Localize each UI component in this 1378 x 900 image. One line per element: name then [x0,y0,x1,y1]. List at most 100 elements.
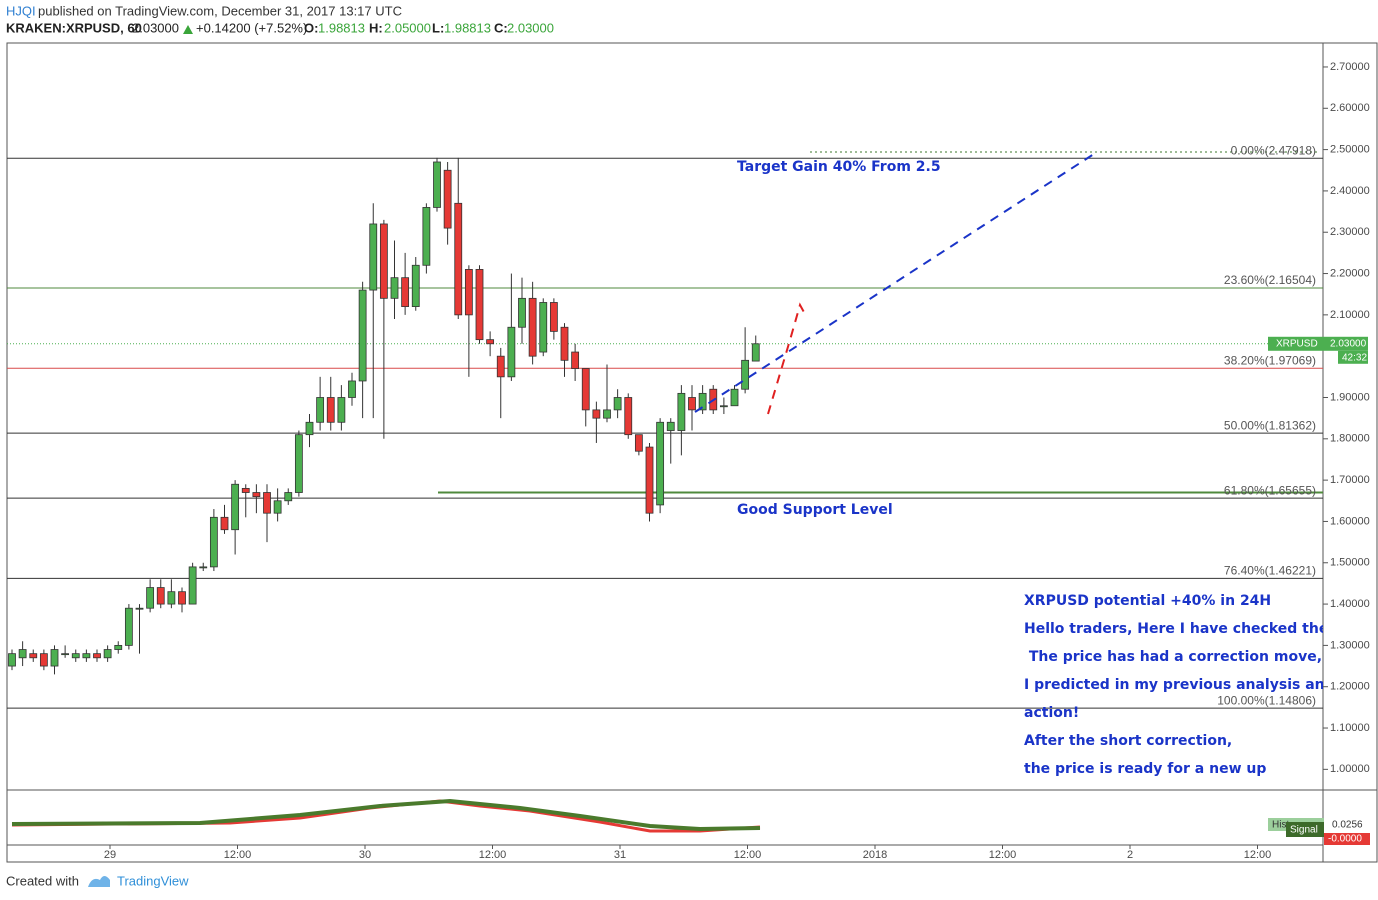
target-text: Target Gain 40% From 2.5 [737,159,941,175]
candle-body [50,649,59,667]
candle-body [741,359,750,390]
y-tick-label: 1.20000 [1330,681,1370,693]
c-value: 2.03000 [507,20,554,35]
x-tick-label: 2018 [863,849,887,861]
x-tick-label: 12:00 [1244,849,1272,861]
candle-body [39,653,48,667]
o-label: O: [304,20,318,35]
candle-body [252,492,261,498]
candle-body [751,343,760,362]
l-label: L: [432,20,444,35]
fib-label: 50.00%(1.81362) [1224,418,1316,432]
note-line: action! [1024,705,1079,721]
candle-body [284,492,293,502]
candle-body [433,161,441,208]
note-line: XRPUSD potential +40% in 24H [1024,593,1271,609]
signal-label: Signal [1290,825,1318,836]
hist-value: 0.0256 [1332,820,1363,831]
candle-body [603,409,611,419]
macd-pane [11,798,761,833]
candle-body [263,492,271,514]
projection-red [767,302,806,415]
candle-body [401,277,410,307]
logo [88,876,110,887]
hist-label: Hist [1272,820,1289,831]
candle-body [411,264,420,307]
candle-body [29,653,38,659]
candle-body [231,483,240,531]
signal-value: -0.0000 [1328,834,1362,845]
candle-body [656,421,665,506]
candle-body [560,326,569,361]
change: +0.14200 (+7.52%) [196,20,307,35]
frame [6,42,1378,863]
author[interactable]: HJQI [6,3,36,18]
x-tick-label: 31 [614,849,626,861]
candle-body [8,653,16,667]
candle-body [348,380,356,398]
candle-body [571,351,580,369]
price-badge [1268,336,1368,351]
y-tick-label: 1.60000 [1330,515,1370,527]
note-line: the price is ready for a new up [1024,761,1266,777]
countdown-badge [1338,350,1368,364]
y-tick-label: 2.60000 [1330,102,1370,114]
candle-body [422,207,431,266]
y-tick-label: 2.30000 [1330,226,1370,238]
note-line: The price has had a correction move, [1024,649,1322,665]
candle-body [581,368,590,411]
created-with: Created with [6,873,79,888]
fib-label: 38.20%(1.97069) [1224,353,1316,367]
x-tick-label: 12:00 [734,849,762,861]
candle-body [624,397,633,436]
candle-body [369,223,378,291]
candle-body [528,297,537,357]
candle-body [156,587,165,605]
brand[interactable]: TradingView [117,873,189,888]
fib-label: 61.80%(1.65655) [1224,483,1316,497]
y-tick-label: 1.00000 [1330,763,1370,775]
fib-label: 100.00%(1.14806) [1217,693,1316,707]
candle-body [241,487,250,493]
candle-body [518,297,526,328]
x-tick-label: 30 [359,849,371,861]
fib-label: 0.00%(2.47918) [1231,143,1316,157]
candle-body [188,566,197,605]
candle-body [135,607,144,610]
candle-body [326,397,335,423]
candle-body [698,392,707,411]
badge-price: 2.03000 [1330,338,1367,349]
fib-label: 23.60%(2.16504) [1224,273,1316,287]
y-tick-label: 2.10000 [1330,309,1370,321]
candle-body [475,269,484,341]
candle-body [496,355,505,378]
candle-body [539,302,548,353]
y-tick-label: 2.70000 [1330,61,1370,73]
candle-body [167,591,176,605]
candle-body [730,388,739,407]
candle-body [379,223,388,299]
candle-body [549,302,558,332]
candle-body [209,516,218,568]
y-tick-label: 1.30000 [1330,639,1370,651]
x-tick-label: 12:00 [224,849,252,861]
y-tick-label: 1.10000 [1330,722,1370,734]
candle-body [719,405,728,408]
candle-body [18,649,27,659]
y-tick-label: 1.80000 [1330,433,1370,445]
y-tick-label: 1.90000 [1330,391,1370,403]
candle-body [666,421,675,431]
countdown: 42:32 [1342,352,1367,363]
y-tick-label: 1.40000 [1330,598,1370,610]
h-value: 2.05000 [384,20,431,35]
candle-body [178,591,186,605]
note-line: After the short correction, [1024,733,1232,749]
x-tick-label: 29 [104,849,116,861]
main-pane: Target Gain 40% From 2.5 Good Support Lev… [7,157,1323,777]
candle-body [454,202,463,316]
candle-body [358,289,367,382]
candle-body [71,653,80,659]
candle-body [592,409,601,419]
candle-body [82,653,91,659]
